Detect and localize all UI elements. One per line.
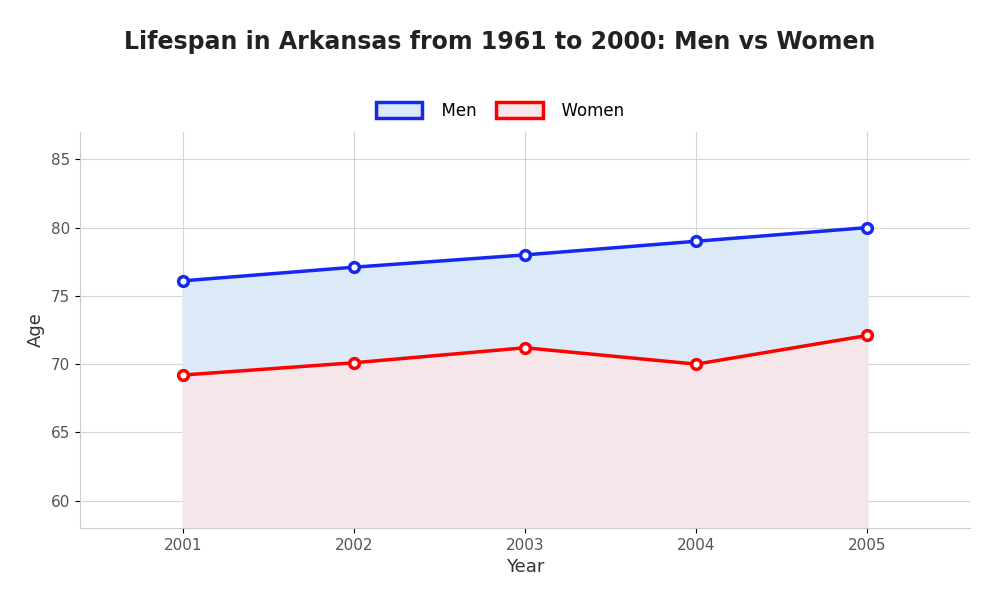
- Text: Lifespan in Arkansas from 1961 to 2000: Men vs Women: Lifespan in Arkansas from 1961 to 2000: …: [124, 30, 876, 54]
- Y-axis label: Age: Age: [27, 313, 45, 347]
- Legend:   Men,   Women: Men, Women: [369, 95, 631, 127]
- X-axis label: Year: Year: [506, 558, 544, 576]
